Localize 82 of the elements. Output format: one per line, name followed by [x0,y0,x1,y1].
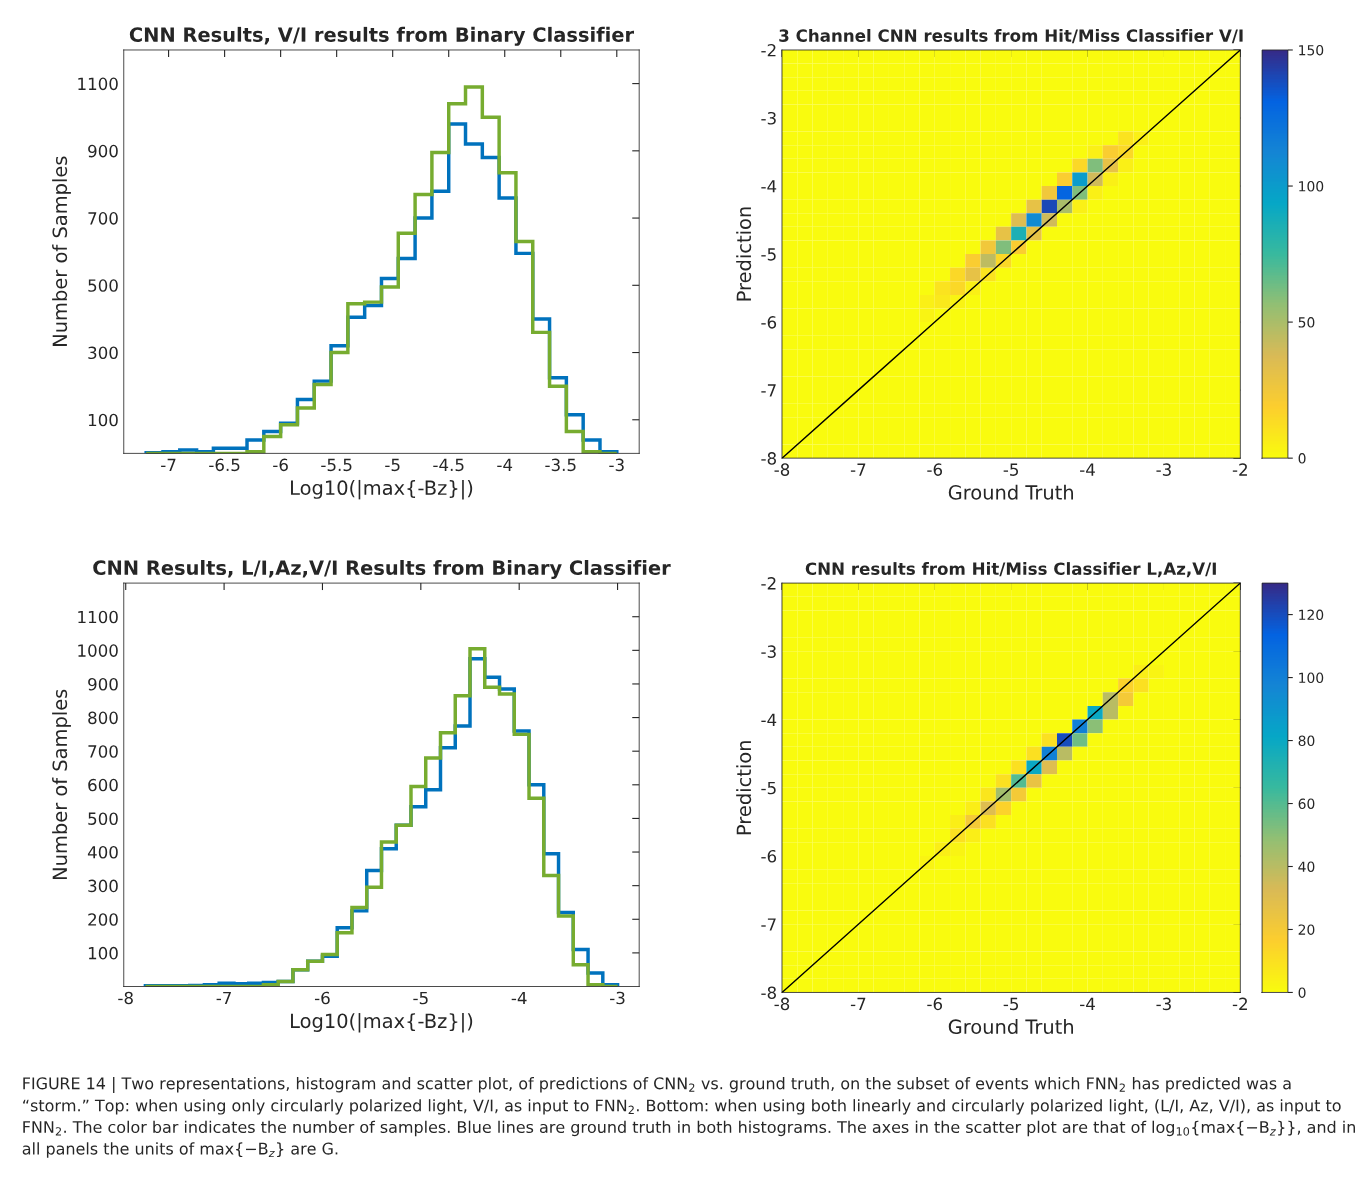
x-tick-label: -7 [161,458,176,471]
x-tick-label: -4 [1080,463,1095,476]
y-tick-label: -6 [761,316,777,329]
x-tick-label: -3 [1156,463,1171,476]
x-tick-label: -4 [511,991,527,1005]
x-axis-title: Log10(|max{-Bz}|) [291,1013,473,1033]
chart-title: CNN Results, L/I,Az,V/I Results from Binary Classifier [93,559,671,579]
y-tick-label: -5 [761,248,776,261]
color-bar-label: 0 [1298,987,1306,998]
x-axis-title: Log10(|max{-Bz}|) [291,479,473,500]
x-tick-label: -3 [609,458,624,472]
x-tick-label: -7 [850,463,866,476]
y-tick-label: 100 [88,946,118,960]
x-tick-label: -4.5 [433,458,464,472]
x-tick-label: -8 [774,463,790,476]
x-tick-label: -4 [497,458,513,471]
x-tick-label: -6 [314,991,330,1005]
x-tick-label: -7 [850,997,866,1010]
x-tick-label: -5 [413,991,428,1005]
x-tick-label: -6 [273,458,288,472]
color-bar-label: 150 [1299,44,1324,56]
y-tick-label: -4 [761,713,777,726]
y-tick-label: 1000 [78,644,118,657]
color-bar-label: 120 [1299,609,1324,621]
x-axis-title: Ground Truth [948,1019,1073,1035]
y-tick-label: -5 [761,781,776,795]
x-tick-label: -5.5 [321,458,352,472]
y-tick-label: 300 [88,879,118,893]
color-bar-label: 80 [1298,735,1315,747]
y-axis-title: Prediction [736,207,752,301]
y-tick-label: 400 [87,846,118,859]
y-tick-label: -2 [761,577,776,590]
x-tick-label: -8 [118,991,133,1005]
x-tick-label: -7 [216,991,231,1005]
text: FIGURE 14 | Two representations, histogram and scatter plot, of predictions of CNN$_{2}$ vs. ground truth, on the subset of events which FNN$_{2}$ has predicted was a “storm.” Top: when using only circularly polarized light, V/I, as input to FNN$_{2}$. Bottom: when using both linearly and circularly polarized light, (L/I, Az, V/I), as input to FNN$_{2}$. The color bar indicates the number of samples. Blue lines are ground truth in both histograms. The axes in the scatter plot are that of log$_{10}${max{−B$_{z}$}}, and in all panels the units of max{−B$_{z}$} are G. [22,1076,1355,1158]
x-axis-title: Ground Truth [948,484,1073,500]
y-tick-label: 900 [88,144,118,158]
color-bar-label: 50 [1298,317,1315,328]
color-bar-label: 0 [1298,453,1306,464]
y-tick-label: -3 [761,645,776,658]
x-tick-label: -4 [1080,997,1095,1010]
y-tick-label: -3 [761,111,776,125]
x-tick-label: -6 [927,997,943,1011]
y-tick-label: 100 [88,413,118,427]
color-bar-label: 100 [1299,181,1324,192]
y-tick-label: 300 [88,346,118,360]
chart-title: 3 Channel CNN results from Hit/Miss Classifier V/I [779,28,1243,44]
x-tick-label: -2 [1232,463,1247,476]
y-tick-label: 200 [88,913,118,926]
color-bar-label: 20 [1298,924,1315,935]
chart-title: CNN results from Hit/Miss Classifier L,Az,V/I [805,562,1216,578]
x-tick-label: -3 [1156,997,1171,1011]
y-axis-title: Number of Samples [52,156,71,346]
y-tick-label: -4 [761,180,777,193]
y-tick-label: -2 [761,43,776,57]
x-tick-label: -5 [385,458,400,472]
y-tick-label: 800 [88,711,118,725]
y-tick-label: 1100 [78,610,118,624]
x-tick-label: -2 [1232,997,1247,1010]
x-tick-label: -6.5 [209,458,240,472]
y-tick-label: -6 [761,849,777,863]
color-bar-label: 60 [1298,798,1315,809]
x-tick-label: -5 [1003,997,1019,1011]
y-tick-label: 500 [88,812,118,825]
chart-title: CNN Results, V/I results from Binary Classifier [129,26,635,46]
y-tick-label: 900 [88,677,118,691]
y-tick-label: -7 [761,918,776,931]
y-tick-label: -7 [761,384,776,397]
y-tick-label: 500 [88,279,118,292]
color-bar-label: 100 [1299,672,1324,684]
x-tick-label: -6 [927,463,943,476]
y-axis-title: Number of Samples [52,689,71,880]
x-tick-label: -3 [610,991,625,1005]
y-axis-title: Prediction [736,741,752,835]
x-tick-label: -3.5 [545,458,576,472]
y-tick-label: 700 [88,212,118,225]
y-tick-label: 700 [88,745,118,758]
x-tick-label: -5 [1003,463,1019,476]
x-tick-label: -8 [774,997,790,1011]
color-bar-label: 40 [1298,861,1315,872]
y-tick-label: 1100 [78,77,118,91]
y-tick-label: 600 [88,778,118,792]
